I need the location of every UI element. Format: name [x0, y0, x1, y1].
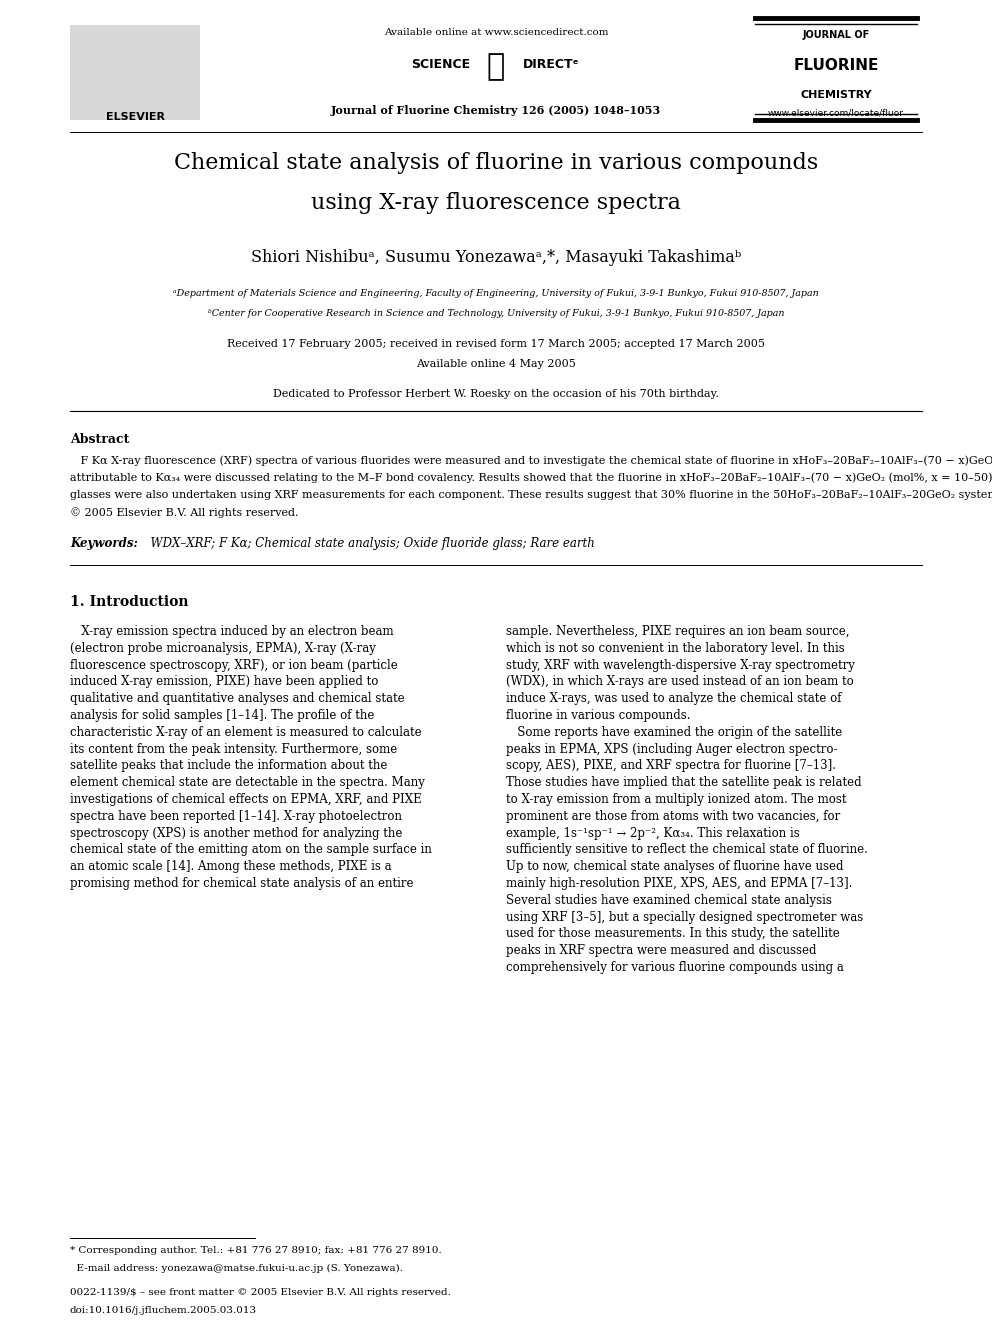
Text: an atomic scale [14]. Among these methods, PIXE is a: an atomic scale [14]. Among these method…	[70, 860, 392, 873]
Text: study, XRF with wavelength-dispersive X-ray spectrometry: study, XRF with wavelength-dispersive X-…	[506, 659, 855, 672]
Text: F Kα X-ray fluorescence (XRF) spectra of various fluorides were measured and to : F Kα X-ray fluorescence (XRF) spectra of…	[70, 455, 992, 466]
Text: its content from the peak intensity. Furthermore, some: its content from the peak intensity. Fur…	[70, 742, 397, 755]
Text: www.elsevier.com/locate/fluor: www.elsevier.com/locate/fluor	[768, 108, 904, 118]
Text: Journal of Fluorine Chemistry 126 (2005) 1048–1053: Journal of Fluorine Chemistry 126 (2005)…	[331, 105, 661, 116]
Text: doi:10.1016/j.jfluchem.2005.03.013: doi:10.1016/j.jfluchem.2005.03.013	[70, 1306, 257, 1315]
Text: (electron probe microanalysis, EPMA), X-ray (X-ray: (electron probe microanalysis, EPMA), X-…	[70, 642, 376, 655]
Text: fluorescence spectroscopy, XRF), or ion beam (particle: fluorescence spectroscopy, XRF), or ion …	[70, 659, 398, 672]
Text: SCIENCE: SCIENCE	[412, 58, 470, 71]
Text: analysis for solid samples [1–14]. The profile of the: analysis for solid samples [1–14]. The p…	[70, 709, 374, 722]
Text: DIRECTᵉ: DIRECTᵉ	[523, 58, 579, 71]
Text: Keywords:: Keywords:	[70, 537, 138, 550]
Text: sample. Nevertheless, PIXE requires an ion beam source,: sample. Nevertheless, PIXE requires an i…	[506, 624, 849, 638]
Text: element chemical state are detectable in the spectra. Many: element chemical state are detectable in…	[70, 777, 425, 790]
Text: Those studies have implied that the satellite peak is related: Those studies have implied that the sate…	[506, 777, 862, 790]
Text: spectra have been reported [1–14]. X-ray photoelectron: spectra have been reported [1–14]. X-ray…	[70, 810, 402, 823]
Text: using X-ray fluorescence spectra: using X-ray fluorescence spectra	[311, 192, 681, 214]
Text: which is not so convenient in the laboratory level. In this: which is not so convenient in the labora…	[506, 642, 845, 655]
Text: (WDX), in which X-rays are used instead of an ion beam to: (WDX), in which X-rays are used instead …	[506, 676, 854, 688]
Text: chemical state of the emitting atom on the sample surface in: chemical state of the emitting atom on t…	[70, 843, 432, 856]
Text: Dedicated to Professor Herbert W. Roesky on the occasion of his 70th birthday.: Dedicated to Professor Herbert W. Roesky…	[273, 389, 719, 400]
Text: peaks in EPMA, XPS (including Auger electron spectro-: peaks in EPMA, XPS (including Auger elec…	[506, 742, 837, 755]
Text: 0022-1139/$ – see front matter © 2005 Elsevier B.V. All rights reserved.: 0022-1139/$ – see front matter © 2005 El…	[70, 1289, 451, 1297]
Text: * Corresponding author. Tel.: +81 776 27 8910; fax: +81 776 27 8910.: * Corresponding author. Tel.: +81 776 27…	[70, 1246, 441, 1256]
Text: ⓐ: ⓐ	[487, 52, 505, 81]
Text: Chemical state analysis of fluorine in various compounds: Chemical state analysis of fluorine in v…	[174, 152, 818, 175]
Text: attributable to Kα₃₄ were discussed relating to the M–F bond covalency. Results : attributable to Kα₃₄ were discussed rela…	[70, 472, 992, 483]
Text: JOURNAL OF: JOURNAL OF	[803, 30, 870, 40]
Text: Some reports have examined the origin of the satellite: Some reports have examined the origin of…	[506, 726, 842, 738]
Text: X-ray emission spectra induced by an electron beam: X-ray emission spectra induced by an ele…	[70, 624, 394, 638]
Text: induced X-ray emission, PIXE) have been applied to: induced X-ray emission, PIXE) have been …	[70, 676, 378, 688]
Text: investigations of chemical effects on EPMA, XRF, and PIXE: investigations of chemical effects on EP…	[70, 792, 422, 806]
Text: WDX–XRF; F Kα; Chemical state analysis; Oxide fluoride glass; Rare earth: WDX–XRF; F Kα; Chemical state analysis; …	[143, 537, 595, 550]
Text: ᵇCenter for Cooperative Research in Science and Technology, University of Fukui,: ᵇCenter for Cooperative Research in Scie…	[207, 310, 785, 318]
Text: Shiori Nishibuᵃ, Susumu Yonezawaᵃ,*, Masayuki Takashimaᵇ: Shiori Nishibuᵃ, Susumu Yonezawaᵃ,*, Mas…	[251, 249, 741, 266]
Text: Available online at www.sciencedirect.com: Available online at www.sciencedirect.co…	[384, 28, 608, 37]
Text: spectroscopy (XPS) is another method for analyzing the: spectroscopy (XPS) is another method for…	[70, 827, 403, 840]
Text: mainly high-resolution PIXE, XPS, AES, and EPMA [7–13].: mainly high-resolution PIXE, XPS, AES, a…	[506, 877, 852, 890]
Text: satellite peaks that include the information about the: satellite peaks that include the informa…	[70, 759, 387, 773]
Text: prominent are those from atoms with two vacancies, for: prominent are those from atoms with two …	[506, 810, 840, 823]
Text: E-mail address: yonezawa@matse.fukui-u.ac.jp (S. Yonezawa).: E-mail address: yonezawa@matse.fukui-u.a…	[70, 1263, 403, 1273]
Text: © 2005 Elsevier B.V. All rights reserved.: © 2005 Elsevier B.V. All rights reserved…	[70, 508, 299, 519]
Text: fluorine in various compounds.: fluorine in various compounds.	[506, 709, 690, 722]
Text: scopy, AES), PIXE, and XRF spectra for fluorine [7–13].: scopy, AES), PIXE, and XRF spectra for f…	[506, 759, 836, 773]
Text: qualitative and quantitative analyses and chemical state: qualitative and quantitative analyses an…	[70, 692, 405, 705]
Text: FLUORINE: FLUORINE	[794, 58, 879, 73]
Text: promising method for chemical state analysis of an entire: promising method for chemical state anal…	[70, 877, 414, 890]
Text: Available online 4 May 2005: Available online 4 May 2005	[416, 359, 576, 369]
Text: induce X-rays, was used to analyze the chemical state of: induce X-rays, was used to analyze the c…	[506, 692, 841, 705]
Text: ᵃDepartment of Materials Science and Engineering, Faculty of Engineering, Univer: ᵃDepartment of Materials Science and Eng…	[174, 288, 818, 298]
Text: Received 17 February 2005; received in revised form 17 March 2005; accepted 17 M: Received 17 February 2005; received in r…	[227, 339, 765, 349]
Text: characteristic X-ray of an element is measured to calculate: characteristic X-ray of an element is me…	[70, 726, 422, 738]
Text: to X-ray emission from a multiply ionized atom. The most: to X-ray emission from a multiply ionize…	[506, 792, 846, 806]
Text: Up to now, chemical state analyses of fluorine have used: Up to now, chemical state analyses of fl…	[506, 860, 843, 873]
Text: sufficiently sensitive to reflect the chemical state of fluorine.: sufficiently sensitive to reflect the ch…	[506, 843, 868, 856]
Text: Several studies have examined chemical state analysis: Several studies have examined chemical s…	[506, 894, 832, 906]
Text: Abstract: Abstract	[70, 433, 129, 446]
Text: used for those measurements. In this study, the satellite: used for those measurements. In this stu…	[506, 927, 840, 941]
Text: peaks in XRF spectra were measured and discussed: peaks in XRF spectra were measured and d…	[506, 945, 816, 958]
Text: CHEMISTRY: CHEMISTRY	[801, 90, 872, 101]
Text: glasses were also undertaken using XRF measurements for each component. These re: glasses were also undertaken using XRF m…	[70, 490, 992, 500]
Text: ELSEVIER: ELSEVIER	[105, 112, 165, 122]
FancyBboxPatch shape	[70, 25, 200, 120]
Text: 1. Introduction: 1. Introduction	[70, 595, 188, 609]
Text: example, 1s⁻¹sp⁻¹ → 2p⁻², Kα₃₄. This relaxation is: example, 1s⁻¹sp⁻¹ → 2p⁻², Kα₃₄. This rel…	[506, 827, 800, 840]
Text: using XRF [3–5], but a specially designed spectrometer was: using XRF [3–5], but a specially designe…	[506, 910, 863, 923]
Text: comprehensively for various fluorine compounds using a: comprehensively for various fluorine com…	[506, 960, 844, 974]
